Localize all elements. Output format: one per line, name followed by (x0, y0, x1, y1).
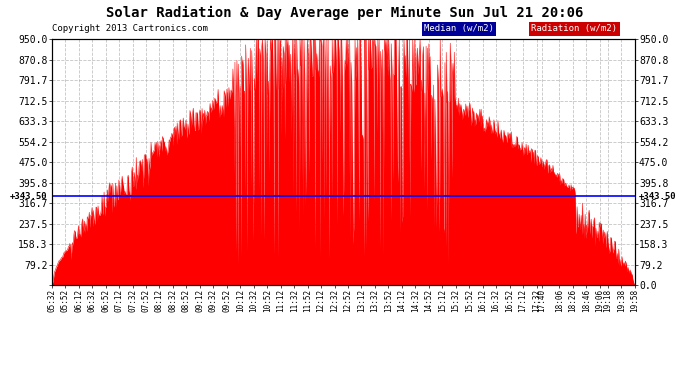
Text: Copyright 2013 Cartronics.com: Copyright 2013 Cartronics.com (52, 24, 208, 33)
Text: Solar Radiation & Day Average per Minute Sun Jul 21 20:06: Solar Radiation & Day Average per Minute… (106, 6, 584, 20)
Text: +343.50: +343.50 (10, 192, 48, 201)
Text: Median (w/m2): Median (w/m2) (424, 24, 494, 33)
Text: +343.50: +343.50 (639, 192, 677, 201)
Text: Radiation (w/m2): Radiation (w/m2) (531, 24, 618, 33)
